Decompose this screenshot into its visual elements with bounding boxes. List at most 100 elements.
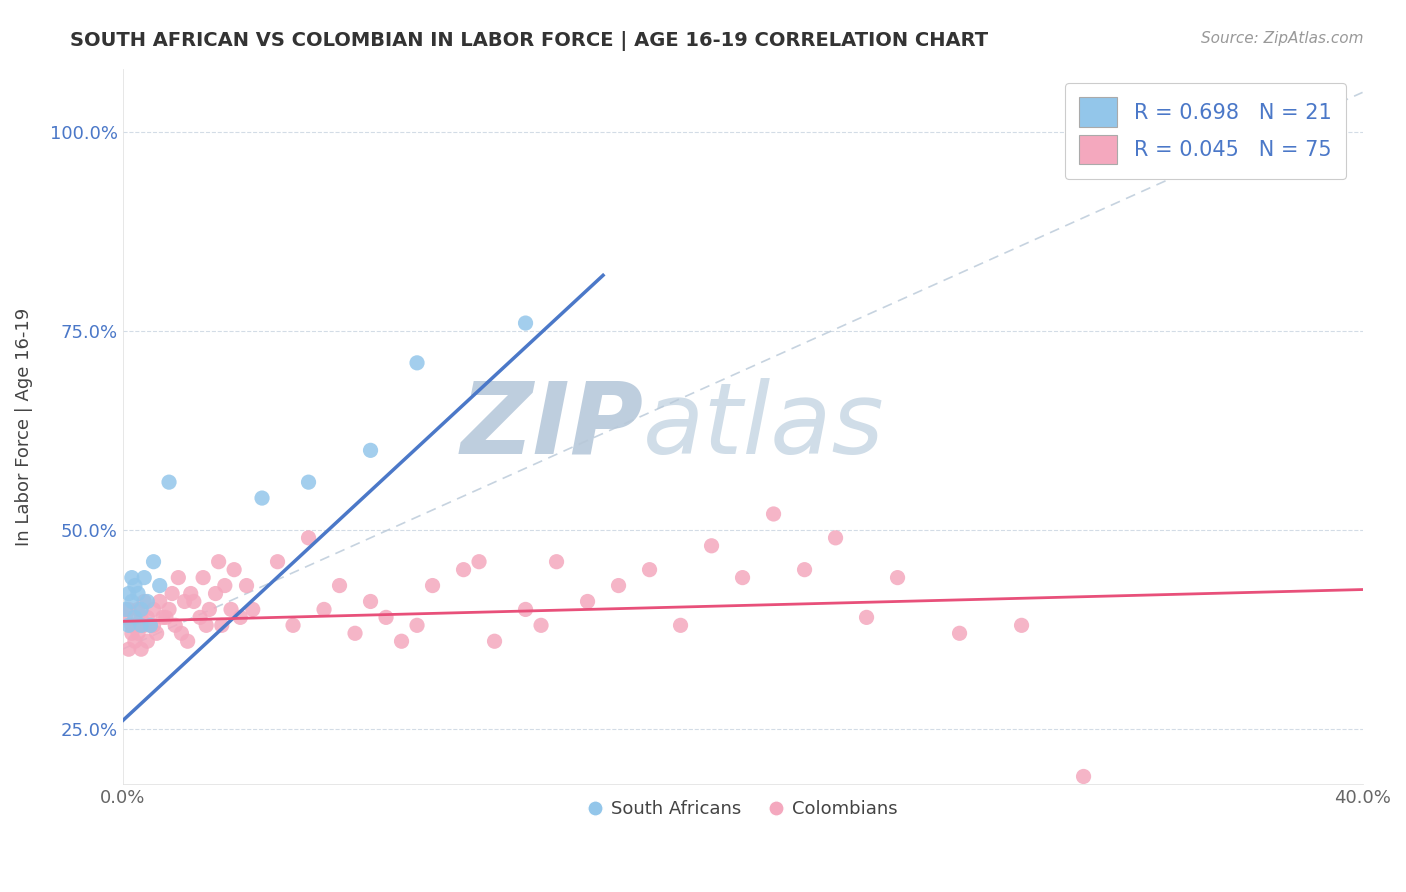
Text: SOUTH AFRICAN VS COLOMBIAN IN LABOR FORCE | AGE 16-19 CORRELATION CHART: SOUTH AFRICAN VS COLOMBIAN IN LABOR FORC…: [70, 31, 988, 51]
Point: [948, 626, 970, 640]
Point: [214, 578, 236, 592]
Point: [139, 618, 162, 632]
Point: [406, 618, 429, 632]
Point: [129, 642, 152, 657]
Point: [297, 531, 319, 545]
Point: [180, 586, 202, 600]
Y-axis label: In Labor Force | Age 16-19: In Labor Force | Age 16-19: [15, 308, 32, 546]
Point: [157, 475, 180, 490]
Point: [121, 618, 143, 632]
Point: [422, 578, 444, 592]
Point: [142, 618, 165, 632]
Point: [195, 618, 218, 632]
Point: [1073, 769, 1095, 783]
Point: [114, 610, 136, 624]
Point: [793, 563, 815, 577]
Point: [142, 555, 165, 569]
Point: [638, 563, 661, 577]
Point: [546, 555, 568, 569]
Point: [235, 578, 257, 592]
Point: [183, 594, 205, 608]
Point: [344, 626, 367, 640]
Point: [762, 507, 785, 521]
Point: [149, 578, 172, 592]
Point: [124, 578, 146, 592]
Point: [297, 475, 319, 490]
Point: [219, 602, 242, 616]
Point: [136, 594, 159, 608]
Point: [328, 578, 350, 592]
Point: [312, 602, 335, 616]
Point: [530, 618, 553, 632]
Point: [121, 594, 143, 608]
Point: [515, 602, 537, 616]
Point: [669, 618, 692, 632]
Point: [176, 634, 198, 648]
Point: [129, 602, 152, 616]
Point: [127, 602, 149, 616]
Point: [576, 594, 599, 608]
Point: [124, 634, 146, 648]
Point: [118, 586, 141, 600]
Point: [211, 618, 233, 632]
Point: [204, 586, 226, 600]
Point: [134, 594, 156, 608]
Point: [114, 602, 136, 616]
Point: [1011, 618, 1033, 632]
Point: [855, 610, 877, 624]
Point: [266, 555, 288, 569]
Point: [157, 602, 180, 616]
Point: [145, 626, 167, 640]
Point: [207, 555, 229, 569]
Point: [152, 610, 174, 624]
Point: [129, 618, 152, 632]
Point: [198, 602, 221, 616]
Point: [136, 610, 159, 624]
Point: [121, 571, 143, 585]
Point: [118, 602, 141, 616]
Point: [406, 356, 429, 370]
Point: [167, 571, 190, 585]
Point: [468, 555, 491, 569]
Text: atlas: atlas: [644, 378, 884, 475]
Point: [700, 539, 723, 553]
Point: [250, 491, 273, 505]
Point: [453, 563, 475, 577]
Point: [391, 634, 413, 648]
Point: [886, 571, 908, 585]
Point: [118, 618, 141, 632]
Point: [121, 626, 143, 640]
Point: [134, 571, 156, 585]
Point: [142, 602, 165, 616]
Point: [118, 642, 141, 657]
Point: [824, 531, 846, 545]
Point: [242, 602, 264, 616]
Point: [360, 443, 382, 458]
Point: [124, 610, 146, 624]
Point: [129, 610, 152, 624]
Point: [484, 634, 506, 648]
Text: Source: ZipAtlas.com: Source: ZipAtlas.com: [1201, 31, 1364, 46]
Point: [224, 563, 246, 577]
Point: [360, 594, 382, 608]
Point: [134, 618, 156, 632]
Point: [188, 610, 211, 624]
Point: [149, 594, 172, 608]
Point: [124, 618, 146, 632]
Point: [281, 618, 304, 632]
Legend: South Africans, Colombians: South Africans, Colombians: [581, 793, 904, 825]
Point: [170, 626, 193, 640]
Point: [160, 586, 183, 600]
Point: [515, 316, 537, 330]
Point: [139, 618, 162, 632]
Point: [127, 626, 149, 640]
Point: [136, 634, 159, 648]
Point: [127, 586, 149, 600]
Point: [375, 610, 398, 624]
Point: [173, 594, 195, 608]
Point: [229, 610, 252, 624]
Point: [191, 571, 214, 585]
Point: [607, 578, 630, 592]
Text: ZIP: ZIP: [460, 378, 644, 475]
Point: [731, 571, 754, 585]
